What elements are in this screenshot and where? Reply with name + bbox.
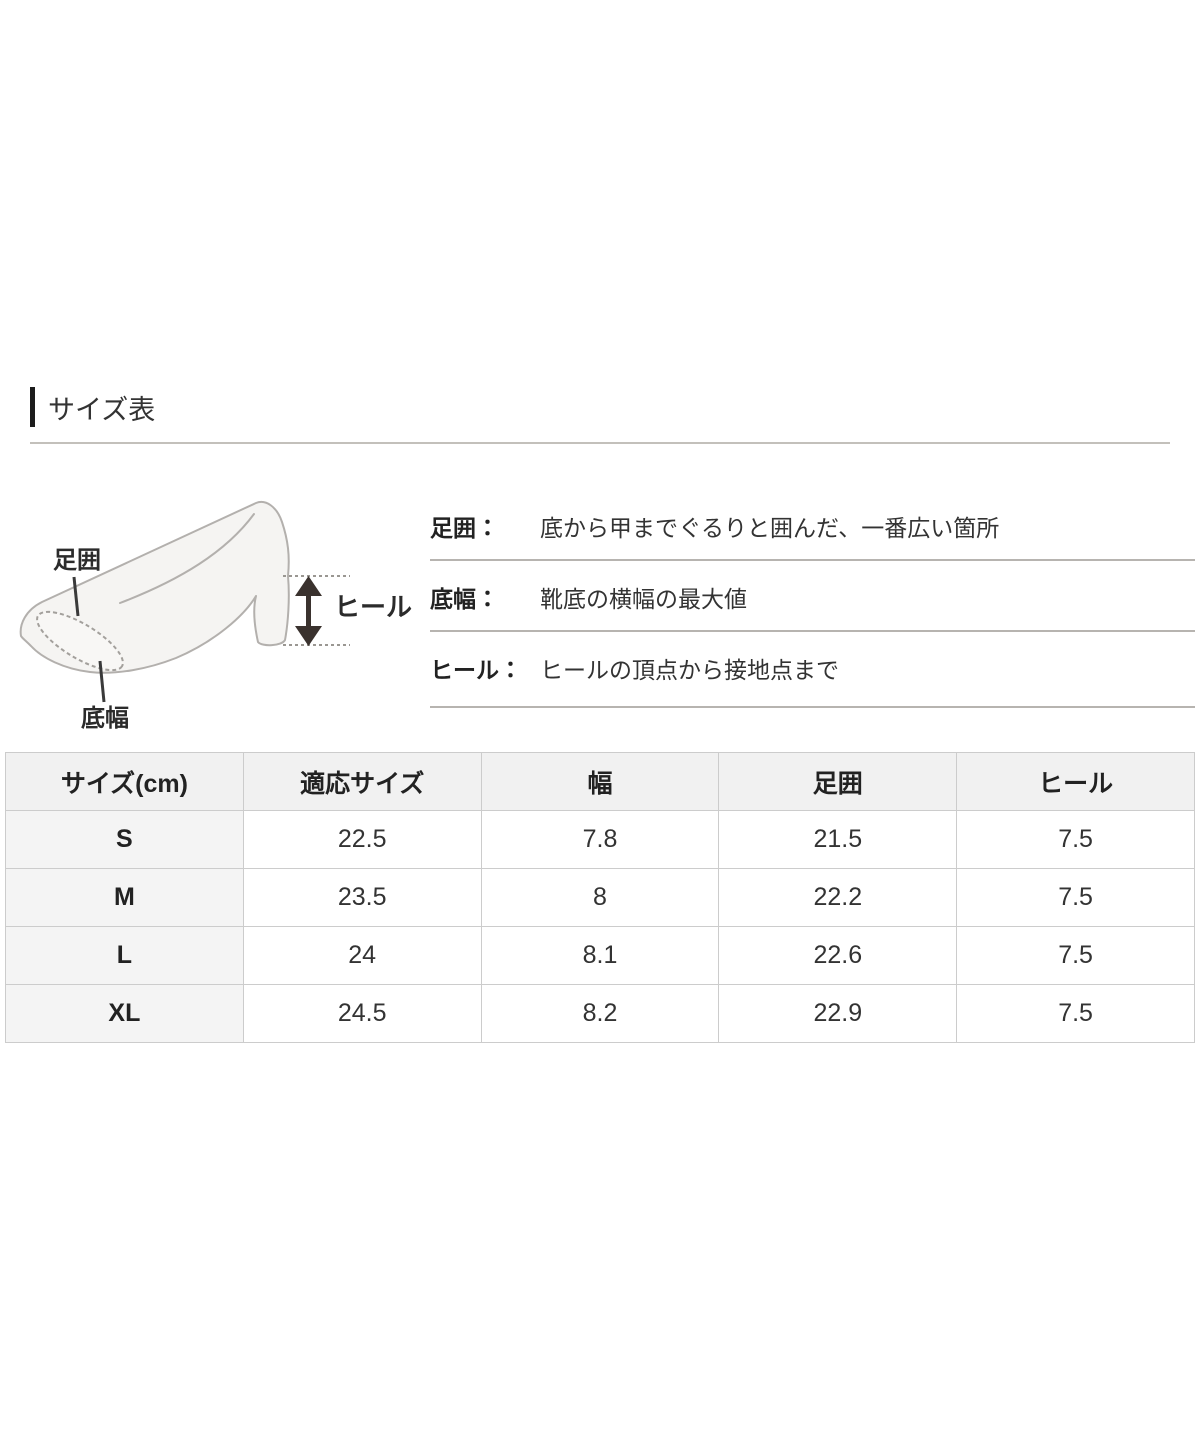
- cell-heel: 7.5: [956, 984, 1195, 1043]
- shoe-topline: [119, 513, 255, 604]
- toe-girth-dashed-outline: [36, 610, 124, 672]
- heel-label: ヒール: [334, 592, 412, 622]
- size-table-body: S 22.5 7.8 21.5 7.5 M 23.5 8 22.2 7.5 L …: [5, 810, 1195, 1043]
- cell-heel: 7.5: [956, 810, 1195, 869]
- table-row-s: S 22.5 7.8 21.5 7.5: [5, 810, 1195, 869]
- column-header-heel: ヒール: [956, 752, 1195, 811]
- title-accent-bar: [30, 387, 35, 427]
- definition-description: ヒールの頂点から接地点まで: [540, 657, 839, 683]
- definition-term: 足囲：: [430, 515, 499, 541]
- definition-row-foot-girth: 足囲： 底から甲までぐるりと囲んだ、一番広い箇所: [430, 490, 1195, 561]
- column-header-width: 幅: [480, 752, 720, 811]
- table-row-xl: XL 24.5 8.2 22.9 7.5: [5, 984, 1195, 1043]
- cell-fit-size: 23.5: [242, 868, 482, 927]
- column-header-size: サイズ(cm): [5, 752, 244, 811]
- definition-row-heel: ヒール： ヒールの頂点から接地点まで: [430, 632, 1195, 708]
- definition-description: 靴底の横幅の最大値: [540, 586, 747, 612]
- definition-description: 底から甲までぐるりと囲んだ、一番広い箇所: [540, 515, 1000, 541]
- definition-row-sole-width: 底幅： 靴底の横幅の最大値: [430, 561, 1195, 632]
- row-header-size: M: [5, 868, 244, 927]
- cell-width: 8: [480, 868, 720, 927]
- section-title: サイズ表: [30, 387, 155, 427]
- heel-height-arrow: [295, 576, 322, 646]
- shoe-measurement-diagram: 足囲 底幅 ヒール: [19, 501, 412, 732]
- size-table: サイズ(cm) 適応サイズ 幅 足囲 ヒール S 22.5 7.8 21.5 7…: [5, 752, 1195, 1043]
- cell-width: 8.2: [480, 984, 720, 1043]
- row-header-size: XL: [5, 984, 244, 1043]
- cell-foot-girth: 21.5: [718, 810, 958, 869]
- title-underline: [30, 442, 1170, 444]
- row-header-size: L: [5, 926, 244, 985]
- foot-girth-pointer-line: [72, 576, 80, 617]
- row-header-size: S: [5, 810, 244, 869]
- cell-foot-girth: 22.6: [718, 926, 958, 985]
- table-header-row: サイズ(cm) 適応サイズ 幅 足囲 ヒール: [5, 752, 1195, 811]
- table-row-m: M 23.5 8 22.2 7.5: [5, 868, 1195, 927]
- column-header-foot-girth: 足囲: [718, 752, 958, 811]
- sole-width-pointer-line: [98, 660, 106, 703]
- cell-fit-size: 22.5: [242, 810, 482, 869]
- cell-heel: 7.5: [956, 868, 1195, 927]
- section-title-text: サイズ表: [48, 394, 156, 425]
- measurement-definitions: 足囲： 底から甲までぐるりと囲んだ、一番広い箇所 底幅： 靴底の横幅の最大値 ヒ…: [430, 490, 1195, 708]
- cell-foot-girth: 22.9: [718, 984, 958, 1043]
- column-header-fit-size: 適応サイズ: [242, 752, 482, 811]
- sole-width-label: 底幅: [81, 705, 129, 732]
- cell-heel: 7.5: [956, 926, 1195, 985]
- cell-width: 8.1: [480, 926, 720, 985]
- cell-fit-size: 24.5: [242, 984, 482, 1043]
- definition-term: ヒール：: [430, 657, 522, 683]
- cell-width: 7.8: [480, 810, 720, 869]
- definition-term: 底幅：: [430, 586, 499, 612]
- size-table-header: サイズ(cm) 適応サイズ 幅 足囲 ヒール: [5, 752, 1195, 811]
- cell-fit-size: 24: [242, 926, 482, 985]
- table-row-l: L 24 8.1 22.6 7.5: [5, 926, 1195, 985]
- foot-girth-label: 足囲: [53, 547, 101, 574]
- cell-foot-girth: 22.2: [718, 868, 958, 927]
